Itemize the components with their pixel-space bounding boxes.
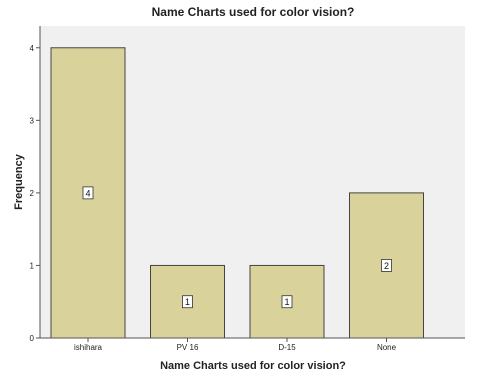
data-label-box xyxy=(82,186,94,200)
data-label-box xyxy=(182,295,193,309)
x-tick-label: D-15 xyxy=(278,343,296,352)
axes-group: 0 1 2 3 4 ishihara PV 16 D-15 None xyxy=(30,26,465,352)
y-tick-label: 1 xyxy=(30,261,35,270)
y-tick-label: 3 xyxy=(30,116,35,125)
data-label: 1 xyxy=(185,297,190,307)
data-label-box xyxy=(381,259,392,272)
data-label-box xyxy=(281,295,293,309)
x-tick-label: ishihara xyxy=(74,343,103,352)
data-label: 4 xyxy=(85,188,90,198)
y-tick-label: 2 xyxy=(30,189,35,198)
data-label: 2 xyxy=(384,261,389,271)
chart-title: Name Charts used for color vision? xyxy=(152,5,355,19)
data-labels-group: 4 1 1 2 xyxy=(82,186,392,309)
x-tick-label: PV 16 xyxy=(177,343,199,352)
x-tick-label: None xyxy=(377,343,397,352)
y-axis-title: Frequency xyxy=(13,153,25,210)
y-tick-label: 4 xyxy=(30,44,35,53)
data-label: 1 xyxy=(284,297,289,307)
y-tick-label: 0 xyxy=(30,334,35,343)
x-axis-title: Name Charts used for color vision? xyxy=(160,360,346,372)
